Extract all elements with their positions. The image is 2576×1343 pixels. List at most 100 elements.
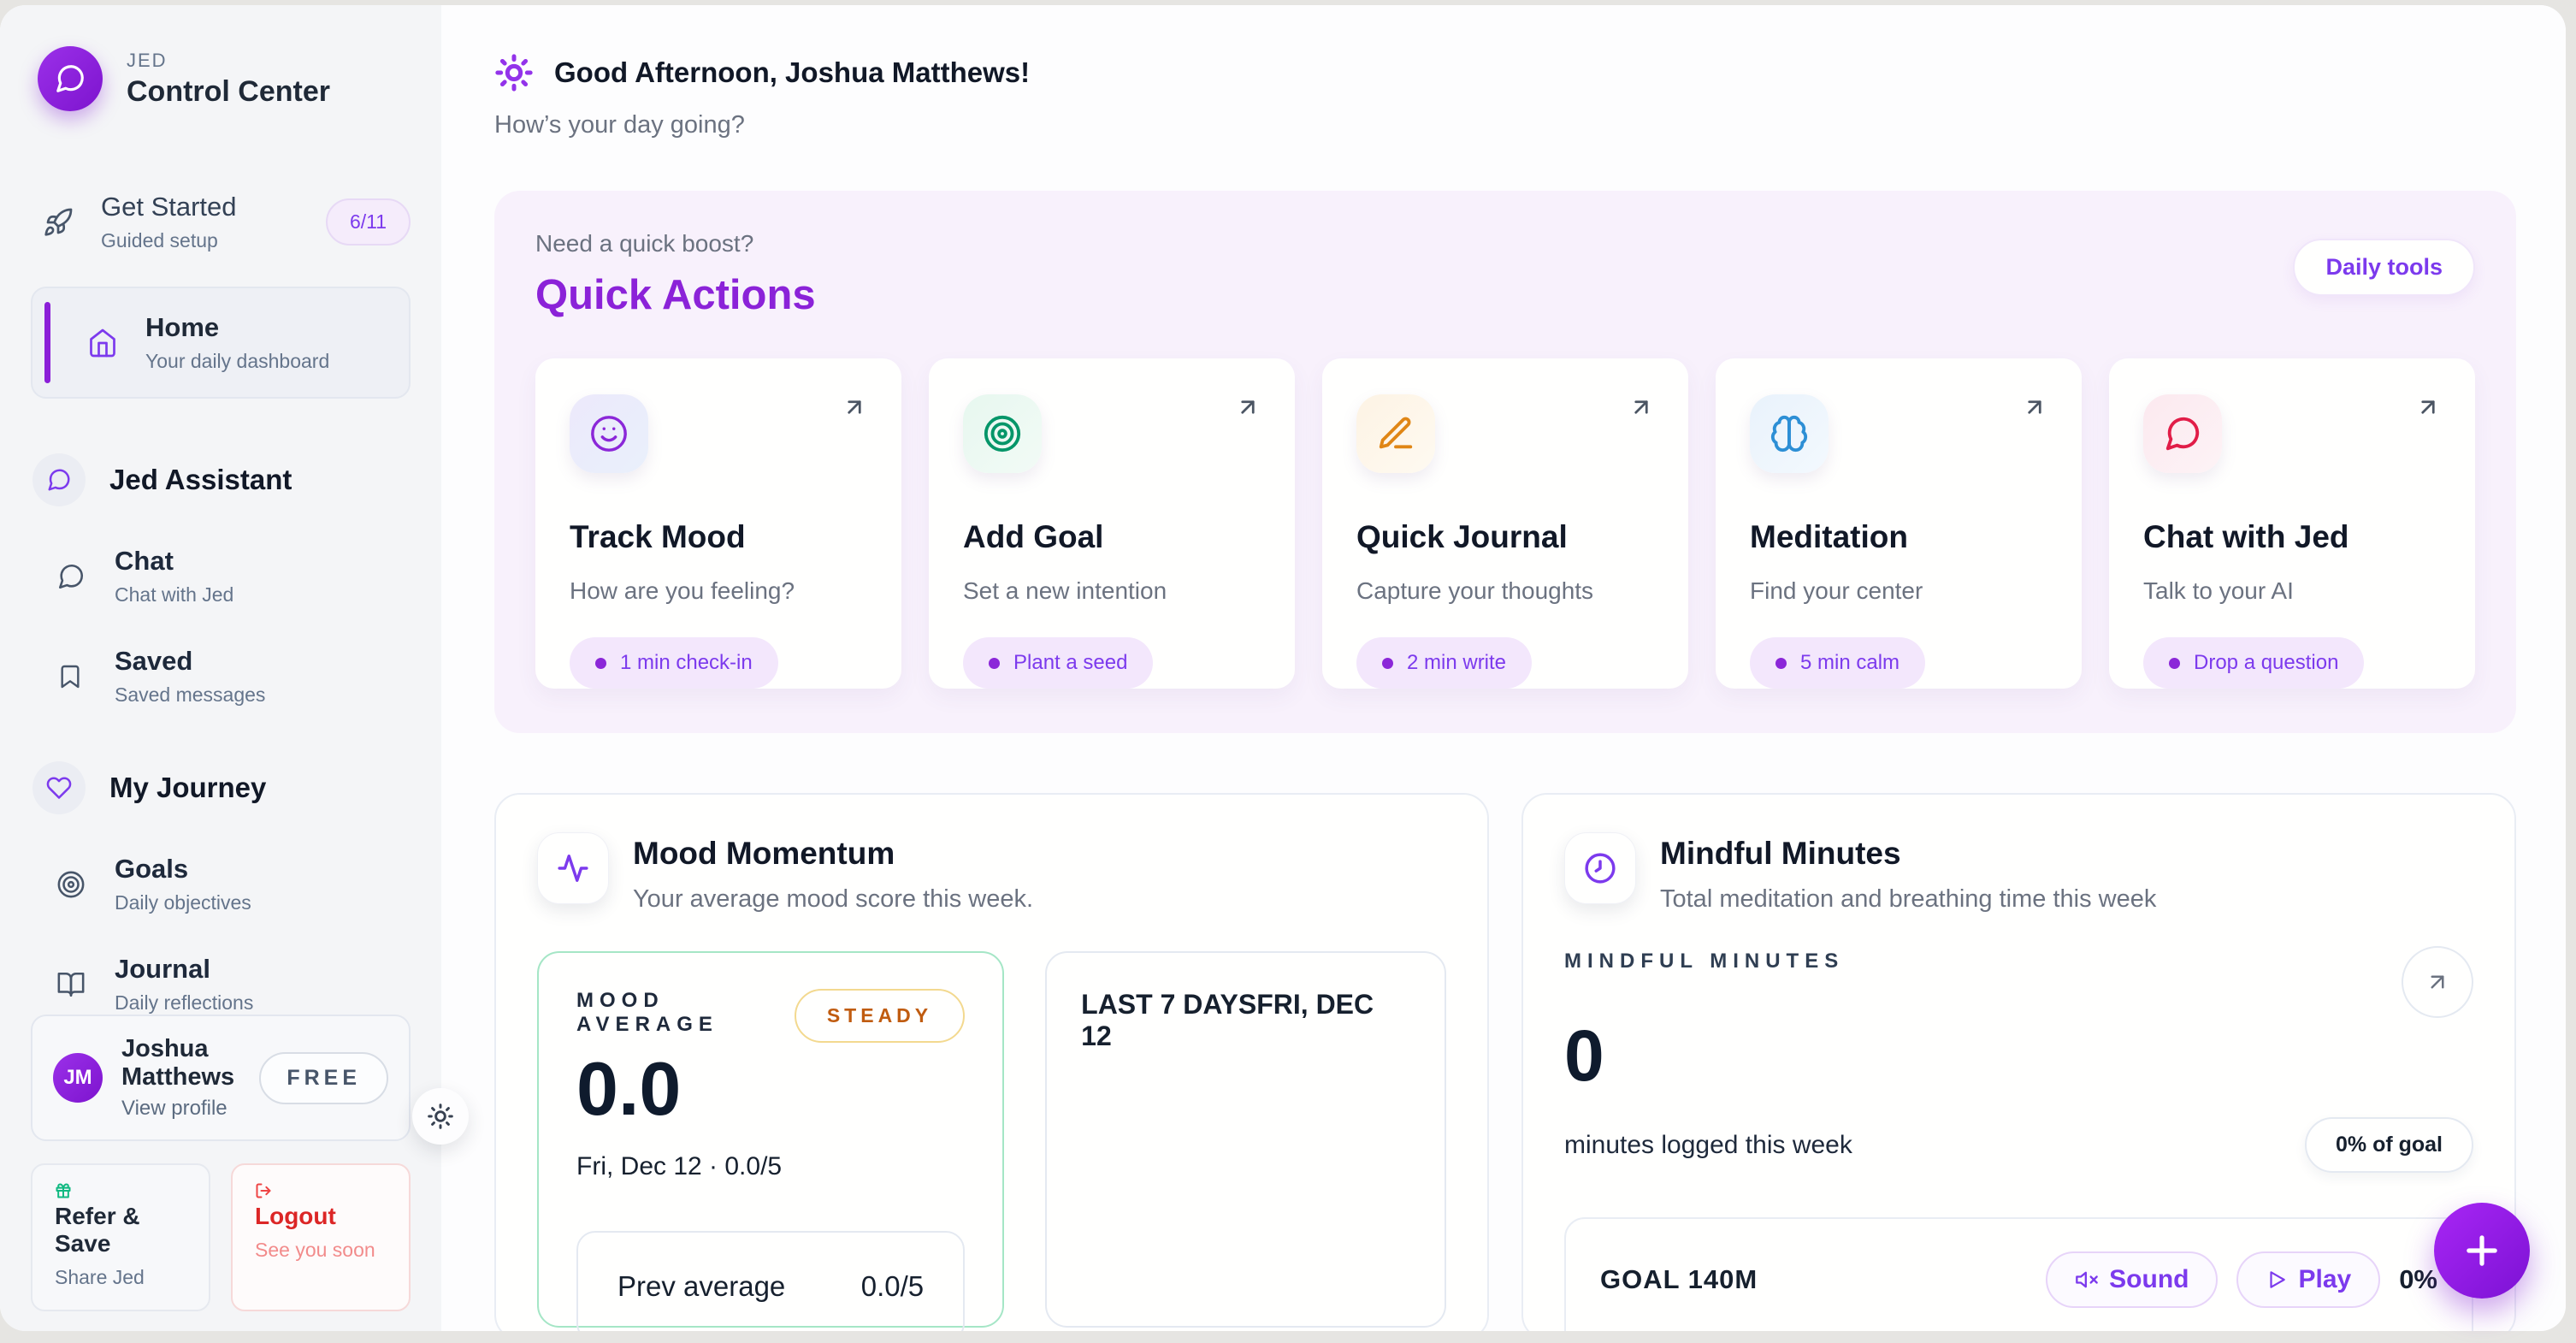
card-title: Track Mood [570, 519, 746, 554]
gift-icon [55, 1182, 186, 1199]
refer-sub: Share Jed [55, 1266, 145, 1288]
dot-icon [1775, 657, 1787, 669]
last-7-days-box: LAST 7 DAYSFRI, DEC 12 [1045, 951, 1446, 1328]
daily-tools-button[interactable]: Daily tools [2293, 239, 2475, 296]
card-sub: Find your center [1750, 577, 1923, 604]
prev-average-value: 0.0/5 [860, 1270, 925, 1302]
profile-card[interactable]: JM Joshua Matthews View profile FREE [31, 1015, 411, 1141]
smiley-icon [570, 394, 648, 473]
dot-icon [2169, 657, 2180, 669]
sun-icon [427, 1103, 454, 1130]
card-title: Add Goal [963, 519, 1104, 554]
card-title: Quick Journal [1356, 519, 1568, 554]
activity-pulse-icon [537, 832, 609, 904]
card-tag: 1 min check-in [570, 637, 778, 689]
refer-and-save-button[interactable]: Refer & Save Share Jed [31, 1163, 210, 1311]
play-button[interactable]: Play [2236, 1251, 2381, 1308]
sidebar-item-chat[interactable]: Chat Chat with Jed [31, 546, 411, 606]
arrow-up-right-icon [2022, 394, 2047, 420]
card-sub: Talk to your AI [2143, 577, 2294, 604]
mood-average-value: 0.0 [576, 1046, 682, 1131]
saved-label: Saved [115, 646, 193, 676]
last-7-days-label: LAST 7 DAYS [1081, 989, 1257, 1020]
open-mindful-button[interactable] [2402, 946, 2473, 1018]
quick-action-add-goal[interactable]: Add Goal Set a new intention Plant a see… [929, 358, 1295, 689]
sidebar-item-journal[interactable]: Journal Daily reflections [31, 954, 411, 1015]
sidebar-item-saved[interactable]: Saved Saved messages [31, 646, 411, 707]
quick-actions-title: Quick Actions [535, 272, 816, 318]
bookmark-icon [56, 663, 89, 690]
card-tag: Plant a seed [963, 637, 1154, 689]
speaker-muted-icon [2075, 1268, 2099, 1292]
chat-bubble-icon [2143, 394, 2222, 473]
theme-toggle-button[interactable] [412, 1088, 469, 1145]
heart-icon [32, 761, 86, 814]
get-started-label: Get Started [101, 192, 237, 222]
quick-actions-kicker: Need a quick boost? [535, 230, 754, 257]
play-icon [2266, 1269, 2288, 1291]
card-tag: 5 min calm [1750, 637, 1926, 689]
card-tag: Drop a question [2143, 637, 2365, 689]
card-tag: 2 min write [1356, 637, 1533, 689]
rocket-icon [43, 207, 75, 238]
quick-action-meditation[interactable]: Meditation Find your center 5 min calm [1716, 358, 2082, 689]
quick-actions-panel: Need a quick boost? Quick Actions Daily … [494, 191, 2516, 733]
journal-label: Journal [115, 954, 210, 984]
last-7-days-date: FRI, DEC 12 [1081, 989, 1374, 1051]
card-sub: Capture your thoughts [1356, 577, 1594, 604]
logout-label: Logout [255, 1203, 336, 1229]
mood-date-line: Fri, Dec 12 · 0.0/5 [576, 1152, 783, 1180]
card-sub: How are you feeling? [570, 577, 795, 604]
greeting-row: Good Afternoon, Joshua Matthews! [494, 53, 2516, 92]
my-journey-label: My Journey [109, 772, 267, 803]
chat-icon [56, 562, 89, 591]
mindful-minutes-sub: Total meditation and breathing time this… [1660, 885, 2157, 913]
logout-icon [255, 1182, 387, 1199]
arrow-up-right-icon [1235, 394, 1261, 420]
get-started-sub: Guided setup [101, 229, 218, 251]
dot-icon [989, 657, 1000, 669]
target-icon [963, 394, 1042, 473]
goal-progress-text: 0% [2399, 1264, 2437, 1294]
goal-label: GOAL 140M [1600, 1264, 1758, 1294]
greeting-title: Good Afternoon, Joshua Matthews! [554, 56, 1031, 88]
target-icon [56, 870, 89, 899]
card-sub: Set a new intention [963, 577, 1167, 604]
add-fab-button[interactable] [2434, 1203, 2530, 1299]
quick-action-track-mood[interactable]: Track Mood How are you feeling? 1 min ch… [535, 358, 901, 689]
logout-button[interactable]: Logout See you soon [231, 1163, 411, 1311]
saved-sub: Saved messages [115, 683, 266, 706]
app-frame: JED Control Center Get Started Guided se… [0, 5, 2566, 1331]
greeting-sub: How’s your day going? [494, 111, 745, 139]
mood-status-badge: STEADY [794, 989, 966, 1043]
app-title: Control Center [127, 74, 330, 108]
sound-button[interactable]: Sound [2046, 1251, 2219, 1308]
prev-average-row: Prev average 0.0/5 [576, 1231, 966, 1331]
goal-box: GOAL 140M Sound [1564, 1217, 2473, 1331]
home-sub: Your daily dashboard [145, 350, 330, 372]
plus-icon [2460, 1228, 2504, 1273]
avatar: JM [53, 1053, 103, 1103]
mindful-minutes-title: Mindful Minutes [1660, 836, 1901, 871]
arrow-up-right-icon [842, 394, 867, 420]
quick-action-quick-journal[interactable]: Quick Journal Capture your thoughts 2 mi… [1322, 358, 1688, 689]
sidebar-item-goals[interactable]: Goals Daily objectives [31, 854, 411, 914]
app-logo: JED Control Center [38, 46, 411, 111]
brand-name: JED [127, 49, 168, 71]
mindful-minutes-card: Mindful Minutes Total meditation and bre… [1521, 793, 2516, 1331]
quick-action-chat-with-jed[interactable]: Chat with Jed Talk to your AI Drop a que… [2109, 358, 2475, 689]
sidebar-item-home[interactable]: Home Your daily dashboard [31, 287, 411, 399]
sun-icon [494, 53, 534, 92]
mindful-minutes-label: MINDFUL MINUTES [1564, 950, 1845, 973]
mood-average-label: MOOD AVERAGE [576, 989, 718, 1036]
sidebar-item-get-started[interactable]: Get Started Guided setup 6/11 [31, 192, 411, 252]
chat-label: Chat [115, 546, 174, 576]
view-profile-link[interactable]: View profile [121, 1097, 227, 1120]
home-label: Home [145, 312, 220, 342]
sidebar-section-my-journey[interactable]: My Journey [31, 761, 411, 814]
home-icon [87, 328, 120, 358]
brain-icon [1750, 394, 1829, 473]
mood-momentum-sub: Your average mood score this week. [633, 885, 1034, 913]
sidebar-section-jed-assistant[interactable]: Jed Assistant [31, 453, 411, 506]
arrow-up-right-icon [2415, 394, 2441, 420]
